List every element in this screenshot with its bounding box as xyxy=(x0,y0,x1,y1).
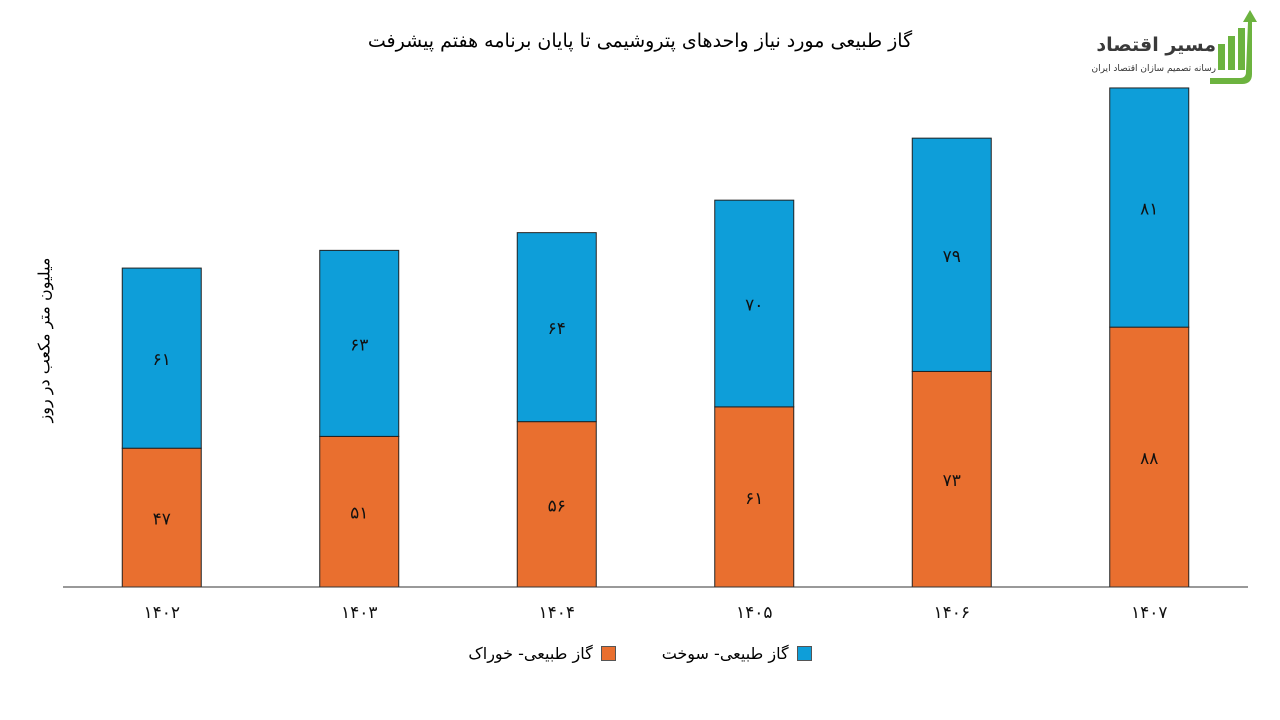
bar-feed-5 xyxy=(1109,326,1190,588)
bar-fuel-4 xyxy=(911,137,992,372)
data-label-fuel-3: ۷۰ xyxy=(745,296,763,316)
data-label-feed-2: ۵۶ xyxy=(548,496,566,516)
data-label-fuel-5: ۸۱ xyxy=(1140,200,1158,220)
logo-name: مسیر اقتصاد xyxy=(1096,34,1216,56)
legend: گاز طبیعی- سوخت گاز طبیعی- خوراک xyxy=(0,644,1280,663)
legend-label-fuel: گاز طبیعی- سوخت xyxy=(661,644,789,663)
logo-tagline: رسانه تصمیم سازان اقتصاد ایران xyxy=(1091,64,1216,74)
bar-fuel-0 xyxy=(121,267,202,449)
bar-fuel-3 xyxy=(714,199,795,408)
legend-item-feed: گاز طبیعی- خوراک xyxy=(468,644,616,663)
data-label-fuel-0: ۶۱ xyxy=(153,350,171,370)
legend-swatch-fuel xyxy=(796,646,812,661)
x-tick-label-1: ۱۴۰۳ xyxy=(341,603,378,623)
x-tick-label-5: ۱۴۰۷ xyxy=(1131,603,1168,623)
bar-fuel-5 xyxy=(1109,87,1190,328)
logo-icon xyxy=(1210,10,1257,84)
x-tick-label-4: ۱۴۰۶ xyxy=(933,603,970,623)
data-label-feed-0: ۴۷ xyxy=(153,510,171,530)
x-tick-label-2: ۱۴۰۴ xyxy=(538,603,575,623)
data-label-fuel-1: ۶۳ xyxy=(350,335,368,355)
data-label-feed-5: ۸۸ xyxy=(1140,449,1158,469)
bar-feed-4 xyxy=(911,370,992,588)
x-tick-label-3: ۱۴۰۵ xyxy=(736,603,773,623)
bar-fuel-1 xyxy=(319,249,400,437)
logo: مسیر اقتصاد رسانه تصمیم سازان اقتصاد ایر… xyxy=(1060,8,1260,88)
legend-swatch-feed xyxy=(600,646,616,661)
data-label-fuel-2: ۶۴ xyxy=(548,319,566,339)
data-label-fuel-4: ۷۹ xyxy=(943,247,961,267)
legend-item-fuel: گاز طبیعی- سوخت xyxy=(662,644,812,663)
chart-title: گاز طبیعی مورد نیاز واحدهای پتروشیمی تا … xyxy=(367,30,913,52)
bar-fuel-2 xyxy=(516,232,597,423)
legend-label-feed: گاز طبیعی- خوراک xyxy=(468,644,593,663)
data-label-feed-1: ۵۱ xyxy=(350,504,368,524)
bar-feed-0 xyxy=(121,447,202,588)
x-tick-label-0: ۱۴۰۲ xyxy=(143,603,180,623)
data-label-feed-3: ۶۱ xyxy=(745,489,763,509)
data-label-feed-4: ۷۳ xyxy=(943,471,961,491)
bar-feed-3 xyxy=(714,406,795,588)
bar-feed-1 xyxy=(319,435,400,588)
